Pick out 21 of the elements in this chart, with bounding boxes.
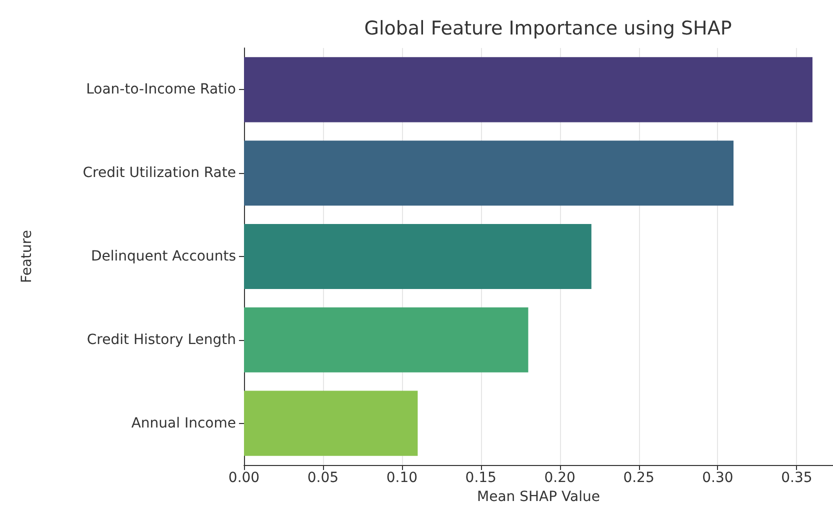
chart-title: Global Feature Importance using SHAP xyxy=(364,18,732,40)
x-tick-label: 0.30 xyxy=(702,470,734,486)
bar xyxy=(244,307,528,372)
y-tick-label: Delinquent Accounts xyxy=(90,248,236,264)
y-tick-label: Loan-to-Income Ratio xyxy=(86,82,236,98)
y-axis-title: Feature xyxy=(19,230,35,283)
y-tick-label: Annual Income xyxy=(131,415,236,432)
y-tick-label: Credit Utilization Rate xyxy=(82,165,236,182)
x-tick-label: 0.25 xyxy=(623,470,654,486)
bar xyxy=(244,140,734,206)
x-tick-label: 0.05 xyxy=(307,470,339,486)
y-tick-label: Credit History Length xyxy=(86,332,236,348)
x-tick-label: 0.35 xyxy=(781,470,812,486)
x-tick-label: 0.00 xyxy=(228,470,260,486)
x-axis-title: Mean SHAP Value xyxy=(477,488,600,505)
bar xyxy=(244,390,418,456)
bar xyxy=(244,224,592,290)
x-tick-label: 0.15 xyxy=(465,470,496,486)
x-tick-label: 0.10 xyxy=(386,470,418,486)
x-tick-label: 0.20 xyxy=(544,470,576,486)
bar xyxy=(244,57,812,122)
